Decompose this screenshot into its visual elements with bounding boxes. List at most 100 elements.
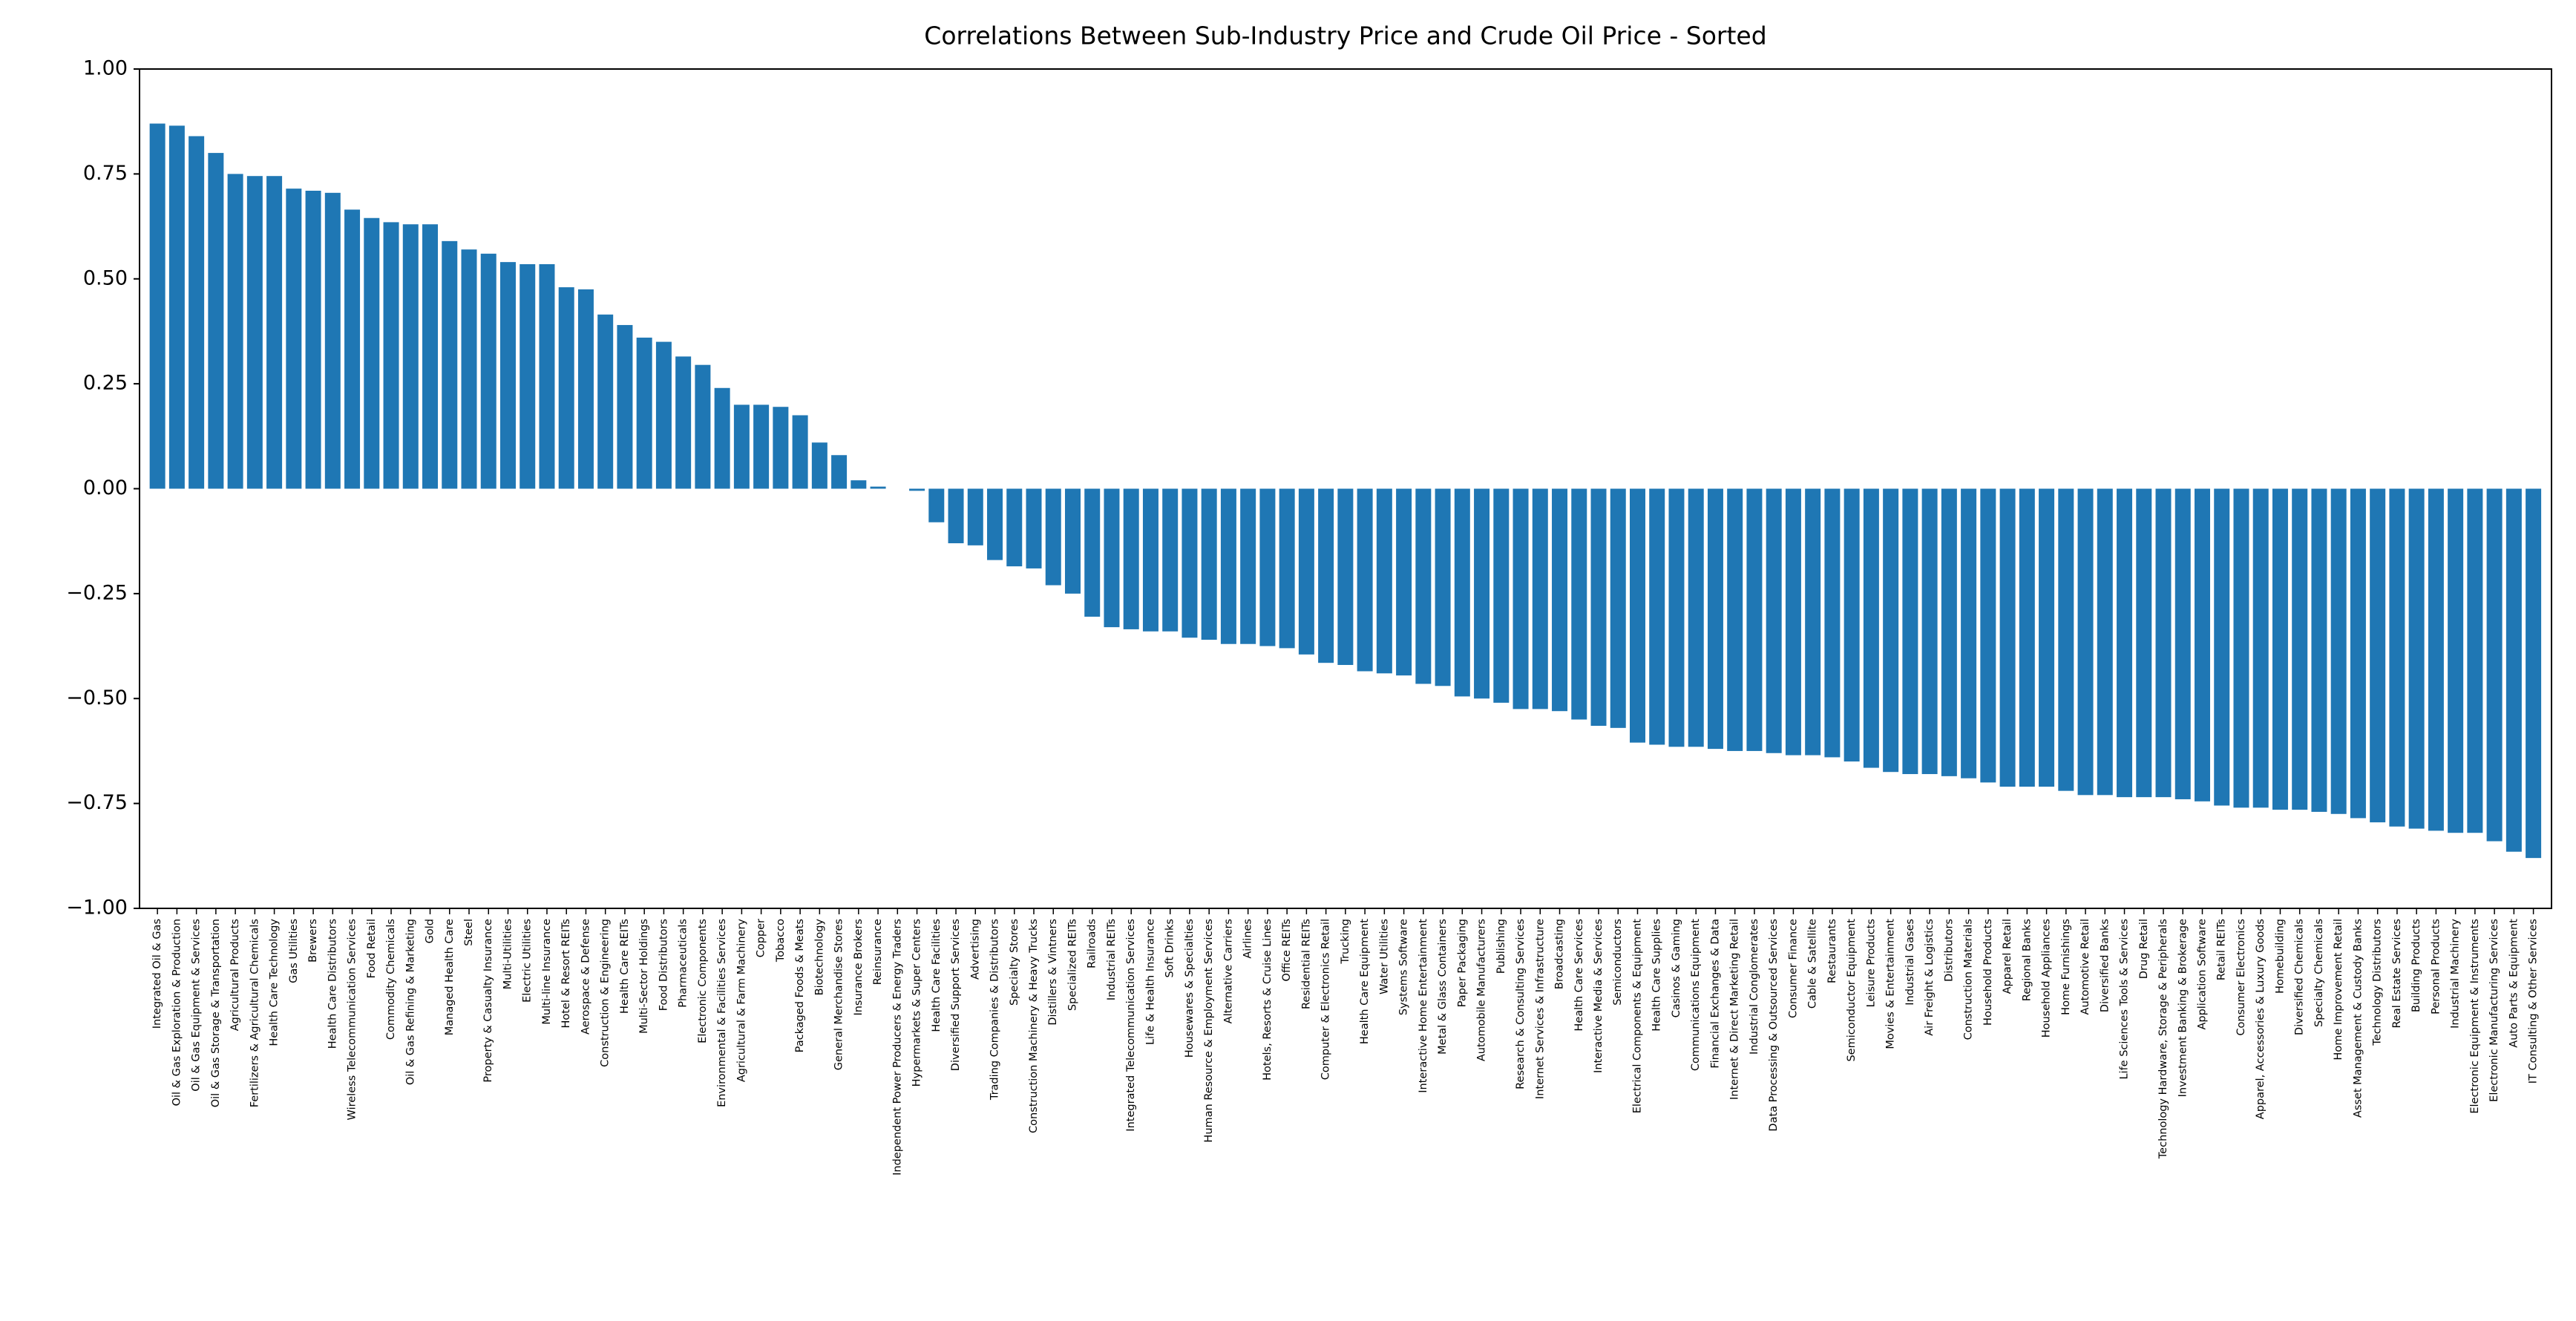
bar (1123, 488, 1139, 629)
x-tick-label: Industrial REITs (1106, 919, 1118, 1000)
bar (1104, 488, 1120, 628)
bar (2505, 488, 2522, 852)
x-tick-label: Hypermarkets & Super Centers (911, 919, 923, 1086)
x-tick-label: Advertising (969, 919, 981, 980)
y-tick-label: −0.25 (66, 581, 128, 604)
bar (675, 356, 692, 489)
x-tick-label: Brewers (307, 919, 319, 963)
bar (305, 190, 321, 489)
x-tick-label: Life Sciences Tools & Services (2119, 919, 2131, 1080)
x-tick-label: Internet Services & Infrastructure (1534, 919, 1546, 1099)
y-tick-label: −1.00 (66, 896, 128, 920)
bar (851, 480, 867, 489)
bar (364, 217, 380, 489)
bar (1162, 488, 1179, 632)
bar (2467, 488, 2483, 833)
bar (2252, 488, 2269, 808)
x-tick-label: Restaurants (1826, 919, 1838, 983)
x-tick-label: Health Care Facilities (931, 919, 943, 1032)
bar (1357, 488, 1373, 672)
bar (1415, 488, 1432, 684)
x-tick-label: Regional Banks (2021, 919, 2033, 1001)
bar (246, 176, 263, 489)
x-tick-label: Health Care Equipment (1359, 919, 1371, 1044)
x-tick-label: Industrial Gases (1904, 919, 1916, 1006)
bar (1610, 488, 1626, 728)
x-tick-label: Construction Machinery & Heavy Trucks (1028, 919, 1040, 1133)
bar (324, 192, 341, 489)
x-tick-label: Oil & Gas Storage & Transportation (210, 919, 222, 1107)
x-tick-label: Broadcasting (1554, 919, 1566, 989)
x-tick-label: Biotechnology (813, 919, 825, 996)
bar (987, 488, 1003, 560)
x-tick-label: Food Distributors (658, 919, 669, 1011)
x-tick-label: Independent Power Producers & Energy Tra… (891, 919, 903, 1176)
bar (1883, 488, 1899, 773)
x-tick-label: Paper Packaging (1456, 919, 1468, 1007)
x-tick-label: Wireless Telecommunication Services (347, 919, 358, 1120)
x-tick-label: Insurance Brokers (853, 919, 865, 1016)
bar (1785, 488, 1801, 755)
bar (2233, 488, 2249, 808)
bar (1688, 488, 1704, 747)
bar (2194, 488, 2210, 802)
x-tick-label: Technology Hardware, Storage & Periphera… (2157, 919, 2169, 1159)
bar (1941, 488, 1957, 776)
x-tick-label: Building Products (2411, 919, 2422, 1012)
bar (2350, 488, 2366, 819)
plot-frame (139, 68, 2552, 909)
x-tick-label: Retail REITs (2216, 919, 2228, 980)
x-tick-label: Home Improvement Retail (2333, 919, 2344, 1061)
x-tick-label: Trucking (1340, 919, 1351, 965)
x-tick-label: Environmental & Facilities Services (716, 919, 728, 1107)
y-tick-label: 1.00 (83, 57, 128, 80)
x-tick-label: Packaged Foods & Meats (794, 919, 806, 1052)
bar (480, 253, 496, 489)
x-tick-label: Consumer Finance (1787, 919, 1799, 1018)
x-tick-label: Human Resource & Employment Services (1203, 919, 1215, 1143)
bar (442, 240, 458, 489)
bar (2019, 488, 2035, 787)
x-tick-label: Construction Materials (1963, 919, 1975, 1040)
y-tick-label: 0.75 (83, 162, 128, 185)
bar (1454, 488, 1470, 697)
x-tick-label: Apparel, Accessories & Luxury Goods (2255, 919, 2267, 1119)
bar (2330, 488, 2347, 814)
x-tick-label: Household Products (1982, 919, 1994, 1026)
bar (1805, 488, 1821, 755)
x-tick-label: Health Care Services (1573, 919, 1585, 1032)
x-tick-label: Investment Banking & Brokerage (2177, 919, 2189, 1097)
x-tick-label: Alternative Carriers (1222, 919, 1234, 1023)
bar (636, 337, 652, 489)
x-tick-label: Agricultural Products (229, 919, 241, 1031)
bar (2272, 488, 2288, 810)
x-tick-label: Casinos & Gaming (1671, 919, 1682, 1017)
x-tick-label: Integrated Oil & Gas (151, 919, 163, 1029)
x-tick-label: Managed Health Care (444, 919, 456, 1035)
bar (1376, 488, 1392, 674)
bar (1590, 488, 1607, 727)
bar (266, 176, 283, 489)
y-tick-label: 0.25 (83, 372, 128, 395)
bar (928, 488, 945, 522)
bar (168, 125, 185, 489)
x-tick-label: Food Retail (366, 919, 378, 978)
bar (1045, 488, 1061, 586)
bar (2136, 488, 2152, 798)
bar (2214, 488, 2230, 806)
bar (2370, 488, 2386, 823)
x-tick-label: Property & Casualty Insurance (482, 919, 494, 1083)
x-tick-label: Specialty Chemicals (2313, 919, 2325, 1027)
x-tick-label: Electronic Components (697, 919, 709, 1043)
x-tick-label: Diversified Support Services (950, 919, 962, 1071)
x-tick-label: Trading Companies & Distributors (989, 919, 1001, 1101)
bar (909, 488, 925, 491)
x-tick-label: Commodity Chemicals (385, 919, 397, 1040)
bar (2292, 488, 2308, 810)
x-tick-label: Multi-Sector Holdings (638, 919, 650, 1034)
bar (1240, 488, 1256, 644)
bar (1259, 488, 1276, 646)
x-tick-label: General Merchandise Stores (833, 919, 845, 1070)
bar (1318, 488, 1334, 663)
